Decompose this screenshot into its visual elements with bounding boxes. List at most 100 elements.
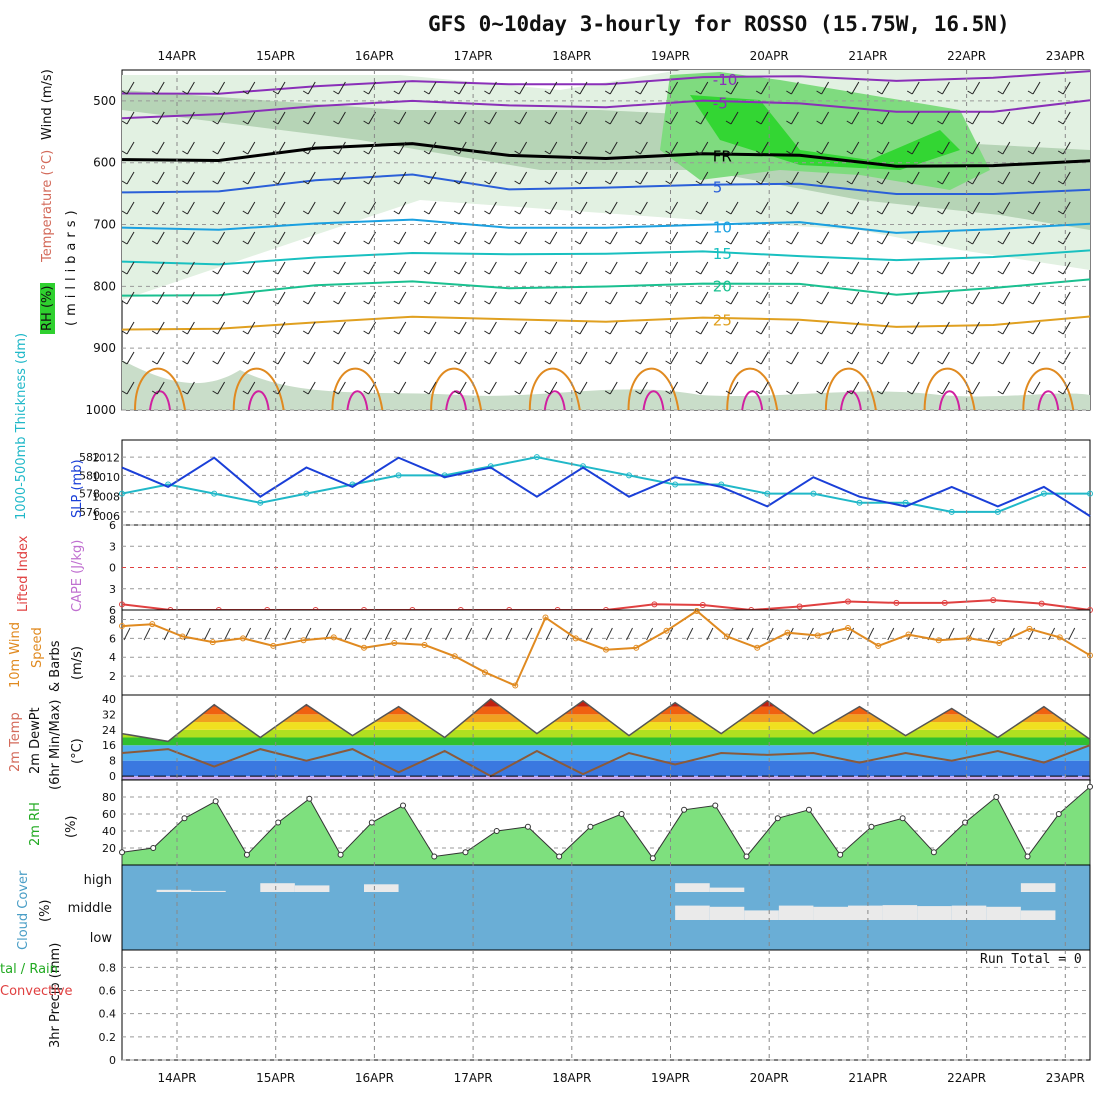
wind-barb-flag <box>786 240 792 245</box>
date-label-top: 19APR <box>651 49 690 63</box>
wind-barb <box>730 291 739 305</box>
wind-barb-flag <box>1057 90 1064 95</box>
wind-barb <box>337 81 346 95</box>
surface-wind-barb <box>686 627 694 641</box>
cloud-bar <box>675 883 710 892</box>
rh2m-tick: 40 <box>102 825 116 838</box>
wind-barb <box>156 351 165 365</box>
wind10-tick: 6 <box>109 632 116 645</box>
wind-barb <box>851 231 860 245</box>
wind-barb-flag <box>453 240 460 245</box>
wind-barb <box>217 351 226 365</box>
wind-barb <box>609 81 618 95</box>
wind-barb-flag <box>906 120 913 125</box>
wind-barb-flag <box>484 120 490 125</box>
wind-barb <box>700 261 709 275</box>
wind-barb <box>639 201 648 215</box>
wind-barb <box>821 291 830 305</box>
wind-barb <box>217 381 226 395</box>
hot-contour <box>445 390 468 411</box>
thickness-point <box>533 454 540 461</box>
wind-barb-flag <box>755 270 762 275</box>
wind-barb-flag <box>393 180 400 185</box>
wind-barb <box>579 171 588 185</box>
wind10-point <box>935 637 942 644</box>
rh2m-point <box>462 849 469 856</box>
wind-barb <box>307 111 316 125</box>
wind-barb-flag <box>514 300 520 305</box>
wind-barb-flag <box>786 390 792 395</box>
wind-barb-flag <box>997 180 1004 185</box>
temp2m-tick: 8 <box>109 755 116 768</box>
precip-tick: 0.2 <box>99 1031 117 1044</box>
wind-barb-flag <box>544 120 551 125</box>
wind-barb-flag <box>574 360 581 365</box>
run-total: Run Total = 0 <box>980 952 1082 967</box>
wind-barb-flag <box>182 270 188 275</box>
label-minmax: (6hr Min/Max) <box>48 699 63 790</box>
wind-barb <box>760 231 769 245</box>
wind-barb <box>1062 321 1071 335</box>
wind-barb-flag <box>302 210 309 215</box>
wind-barb <box>579 321 588 335</box>
surface-wind-barb <box>364 627 372 641</box>
date-label-bottom: 23APR <box>1046 1071 1085 1085</box>
wind10-point <box>542 614 549 621</box>
hot-contour <box>938 390 961 411</box>
wind-barb <box>760 171 769 185</box>
cloud-bar <box>778 905 814 920</box>
wind-barb-flag <box>423 330 430 335</box>
wind-barb <box>851 171 860 185</box>
wind-barb <box>428 81 437 95</box>
wind-barb-flag <box>453 90 460 95</box>
wind-barb-flag <box>967 150 973 155</box>
label-ms: (m/s) <box>70 646 85 680</box>
wind-barb <box>911 201 920 215</box>
wind-barb <box>730 351 739 365</box>
wind-barb-flag <box>242 300 249 305</box>
wind-barb-flag <box>635 330 641 335</box>
wind-barb <box>126 351 135 365</box>
wind-barb-flag <box>816 240 822 245</box>
wind-barb-flag <box>242 150 249 155</box>
wind-barb <box>911 261 920 275</box>
wind-barb-flag <box>453 180 460 185</box>
wind-barb <box>428 321 437 335</box>
date-label-bottom: 20APR <box>750 1071 789 1085</box>
wind-barb <box>277 81 286 95</box>
wind-barb-flag <box>272 90 279 95</box>
wind-barb-flag <box>151 270 158 275</box>
wind-barb-flag <box>816 210 822 215</box>
wind-barb <box>156 201 165 215</box>
wind-barb-flag <box>604 150 611 155</box>
cloud-bar <box>986 906 1021 920</box>
wind-barb <box>639 291 648 305</box>
wind-barb <box>1002 141 1011 155</box>
wind-barb <box>156 261 165 275</box>
wind-barb-flag <box>121 330 128 335</box>
wind-barb <box>126 381 135 395</box>
wind-barb-flag <box>242 360 249 365</box>
wind-barb-flag <box>665 330 671 335</box>
wind-barb <box>851 141 860 155</box>
wind-barb <box>941 171 950 185</box>
wind10-point <box>300 637 307 644</box>
wind-barb <box>821 381 830 395</box>
wind-barb <box>488 291 497 305</box>
surface-wind-barb <box>726 627 734 641</box>
wind-barb-flag <box>1027 120 1034 125</box>
wind-barb <box>247 261 256 275</box>
wind-barb-flag <box>121 270 128 275</box>
wind-barb-flag <box>635 240 641 245</box>
wind-barb-flag <box>514 330 520 335</box>
isotherm-line <box>121 70 1091 95</box>
date-label-top: 14APR <box>157 49 196 63</box>
wind-barb <box>1062 201 1071 215</box>
wind-barb-flag <box>695 210 702 215</box>
wind-barb-flag <box>604 390 611 395</box>
wind-barb-flag <box>816 360 822 365</box>
hot-contour <box>642 390 665 411</box>
wind-barb-flag <box>755 390 762 395</box>
wind-barb <box>337 291 346 305</box>
wind-barb <box>730 81 739 95</box>
